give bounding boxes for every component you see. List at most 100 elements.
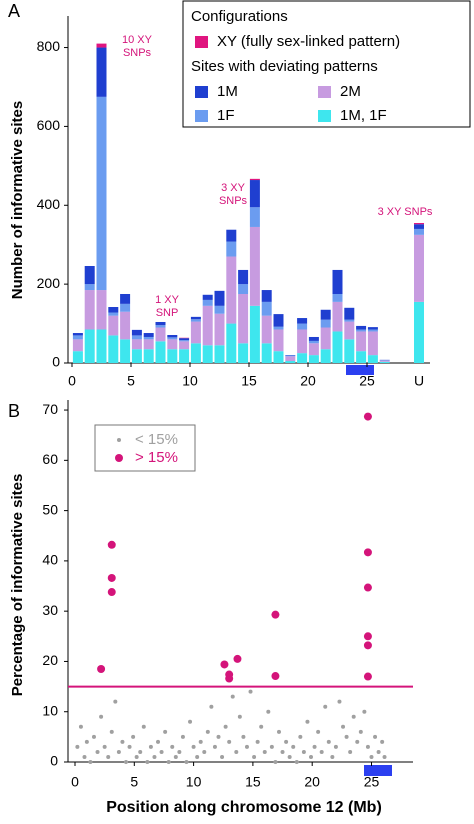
bar-segment <box>261 343 272 363</box>
bar-segment <box>367 355 378 363</box>
point <box>131 734 136 739</box>
bar-segment <box>190 316 201 320</box>
x-tick-label: U <box>414 373 424 389</box>
point <box>312 744 317 749</box>
y-tick-label: 40 <box>42 552 58 568</box>
point <box>102 744 107 749</box>
bar-segment <box>226 256 237 324</box>
point <box>220 754 225 759</box>
point <box>363 412 372 421</box>
point <box>363 632 372 641</box>
legend-swatch <box>195 110 208 122</box>
point <box>209 704 214 709</box>
bar-segment <box>96 43 107 48</box>
x-tick-label: 0 <box>68 373 76 389</box>
y-tick-label: 30 <box>42 602 58 618</box>
legend-marker <box>117 438 121 442</box>
point <box>113 699 118 704</box>
bar-segment <box>179 341 190 350</box>
legend-title: Sites with deviating patterns <box>191 58 378 75</box>
bar-segment <box>120 303 131 312</box>
point <box>298 734 303 739</box>
bar-segment <box>96 96 107 291</box>
bar-segment <box>356 325 367 330</box>
bar-segment <box>238 284 249 294</box>
bar-segment <box>261 301 272 316</box>
bar-segment <box>285 361 296 363</box>
region-marker <box>364 765 392 776</box>
point <box>152 754 157 759</box>
legend-label: 1M, 1F <box>340 107 387 124</box>
point <box>82 754 87 759</box>
point <box>255 739 260 744</box>
bar-segment <box>155 341 166 363</box>
point <box>127 744 132 749</box>
point <box>225 674 234 683</box>
bar-segment <box>84 329 95 363</box>
x-tick-label: 10 <box>186 774 202 790</box>
point <box>141 724 146 729</box>
bar-segment <box>414 228 424 235</box>
y-axis-label: Percentage of informative sites <box>9 474 26 697</box>
legend-label: 1M <box>217 83 238 100</box>
bar-segment <box>167 339 178 350</box>
point <box>180 734 185 739</box>
x-tick-label: 0 <box>71 774 79 790</box>
x-tick-label: 25 <box>364 774 380 790</box>
panel-letter: A <box>8 1 20 21</box>
bar-segment <box>332 269 343 294</box>
annotation: SNP <box>156 307 179 319</box>
bar-segment <box>238 269 249 285</box>
point <box>138 749 143 754</box>
bar-segment <box>238 343 249 363</box>
point <box>177 749 182 754</box>
legend-title: Configurations <box>191 8 288 25</box>
bar-segment <box>273 329 284 352</box>
point <box>333 744 338 749</box>
bar-segment <box>297 318 308 324</box>
bar-segment <box>84 265 95 285</box>
bar-segment <box>202 294 213 300</box>
bar-segment <box>367 331 378 356</box>
bar-segment <box>96 329 107 363</box>
point <box>191 744 196 749</box>
bar-segment <box>72 351 83 363</box>
bar-segment <box>179 349 190 363</box>
bar-segment <box>226 229 237 242</box>
point <box>84 739 89 744</box>
bar-segment <box>167 349 178 363</box>
bar-segment <box>297 329 308 354</box>
bar-segment <box>332 293 343 302</box>
bar-segment <box>261 290 272 302</box>
bar-segment <box>120 339 131 363</box>
bar-segment <box>108 315 119 336</box>
point <box>120 739 125 744</box>
point <box>301 749 306 754</box>
y-tick-label: 20 <box>42 652 58 668</box>
bar-segment <box>273 351 284 363</box>
point <box>244 744 249 749</box>
legend-label: XY (fully sex-linked pattern) <box>217 33 400 50</box>
point <box>107 588 116 597</box>
point <box>355 739 360 744</box>
point <box>91 734 96 739</box>
legend-marker <box>115 454 123 462</box>
bar-segment <box>344 321 355 340</box>
point <box>341 724 346 729</box>
point <box>116 749 121 754</box>
bar-segment <box>131 349 142 363</box>
bar-segment <box>214 290 225 306</box>
annotation: 3 XY <box>221 182 246 194</box>
annotation: SNPs <box>123 47 152 59</box>
bar-segment <box>320 349 331 363</box>
point <box>248 689 253 694</box>
point <box>148 744 153 749</box>
point <box>259 724 264 729</box>
x-tick-label: 20 <box>304 774 320 790</box>
point <box>75 744 80 749</box>
y-tick-label: 800 <box>37 38 61 54</box>
point <box>280 749 285 754</box>
point <box>233 654 242 663</box>
point <box>351 714 356 719</box>
bar-segment <box>120 311 131 340</box>
